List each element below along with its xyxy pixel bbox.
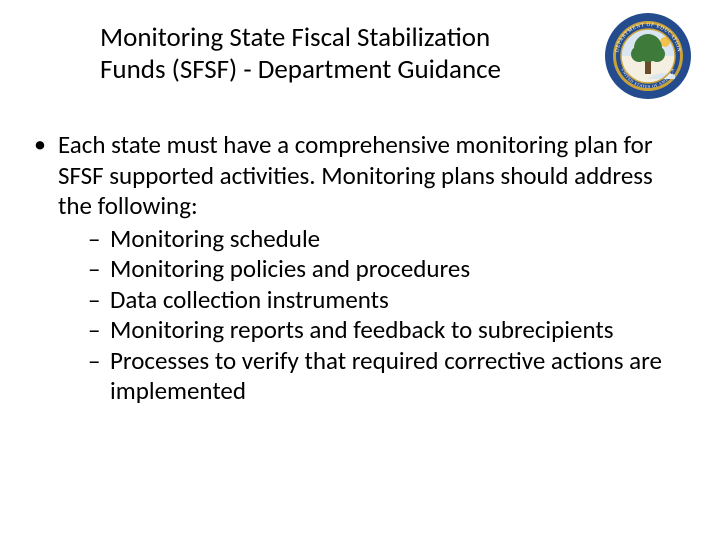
slide: Monitoring State Fiscal Stabilization Fu… xyxy=(0,0,720,540)
sub-bullet-item: Monitoring policies and procedures xyxy=(58,254,682,285)
sub-bullet-text: Data collection instruments xyxy=(110,284,389,315)
sub-bullet-list: Monitoring schedule Monitoring policies … xyxy=(58,224,682,407)
title-line-1: Monitoring State Fiscal Stabilization xyxy=(100,21,490,54)
sub-bullet-item: Processes to verify that required correc… xyxy=(58,346,682,407)
sub-bullet-item: Monitoring schedule xyxy=(58,224,682,255)
sub-bullet-text: Monitoring reports and feedback to subre… xyxy=(110,314,614,345)
sub-bullet-item: Data collection instruments xyxy=(58,285,682,316)
title-line-2: Funds (SFSF) - Department Guidance xyxy=(100,53,501,86)
slide-title: Monitoring State Fiscal Stabilization Fu… xyxy=(100,22,560,87)
bullet-item: Each state must have a comprehensive mon… xyxy=(28,130,682,407)
sub-bullet-text: Monitoring policies and procedures xyxy=(110,253,470,284)
sub-bullet-text: Processes to verify that required correc… xyxy=(110,345,662,407)
bullet-list: Each state must have a comprehensive mon… xyxy=(28,130,682,407)
slide-body: Each state must have a comprehensive mon… xyxy=(28,130,682,407)
bullet-text: Each state must have a comprehensive mon… xyxy=(58,129,653,221)
sub-bullet-text: Monitoring schedule xyxy=(110,223,320,254)
sub-bullet-item: Monitoring reports and feedback to subre… xyxy=(58,315,682,346)
dept-education-seal-icon: DEPARTMENT OF EDUCATION UNITED STATES OF… xyxy=(604,12,692,100)
